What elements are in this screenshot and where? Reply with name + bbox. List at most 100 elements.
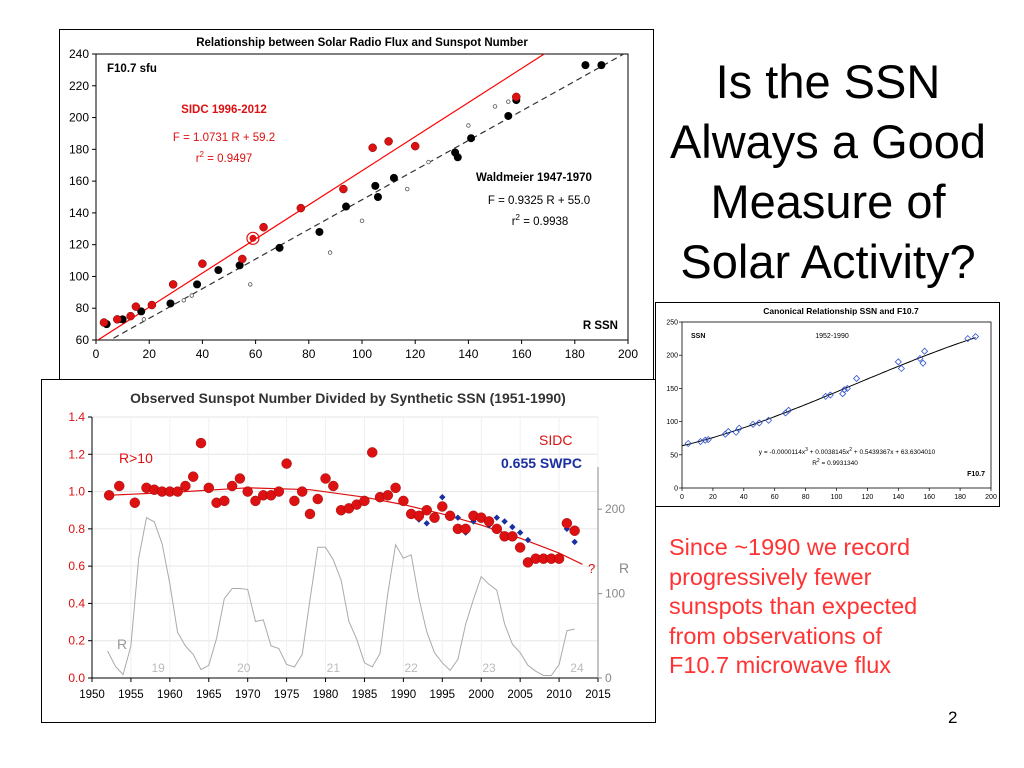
chart3-xtick-label: 40 bbox=[740, 494, 748, 501]
title-line: Always a Good bbox=[669, 115, 987, 168]
chart2-right-axis-label: R bbox=[619, 560, 629, 576]
slide-caption: Since ~1990 we record progressively fewe… bbox=[669, 533, 999, 681]
chart2-ytick-label: 0.0 bbox=[68, 671, 85, 685]
chart1-xtick-label: 20 bbox=[143, 347, 157, 361]
chart1-waldmeier-point bbox=[453, 153, 462, 162]
title-line: Is the SSN bbox=[715, 55, 941, 108]
chart1-waldmeier-point bbox=[342, 202, 351, 211]
flux-vs-ssn-chart: Relationship between Solar Radio Flux an… bbox=[59, 29, 654, 382]
chart1-sidc-r2: r2 = 0.9497 bbox=[196, 150, 253, 165]
chart1-waldmeier-point bbox=[137, 307, 146, 316]
chart3-ytick-label: 100 bbox=[666, 419, 678, 426]
ratio-chart: Observed Sunspot Number Divided by Synth… bbox=[41, 379, 656, 723]
chart2-sidc-point bbox=[226, 480, 238, 492]
canonical-chart: Canonical Relationship SSN and F10.7 0 50… bbox=[655, 302, 1000, 507]
chart1-waldmeier-point bbox=[193, 280, 202, 289]
chart3-xtick-label: 180 bbox=[954, 494, 966, 501]
chart1-sidc-fit-line bbox=[96, 54, 546, 340]
chart3-xtick-label: 80 bbox=[802, 494, 810, 501]
chart2-sidc-point bbox=[103, 490, 115, 501]
chart2-sidc-point bbox=[273, 486, 285, 497]
chart3-xtick-label: 100 bbox=[831, 494, 843, 501]
chart2-sidc-point bbox=[491, 523, 502, 535]
chart1-waldmeier-point bbox=[235, 261, 244, 270]
chart1-highlight-point bbox=[249, 234, 257, 242]
chart2-sidc-point bbox=[437, 501, 448, 512]
chart1-ytick-label: 120 bbox=[69, 238, 89, 252]
chart1-xtick-label: 140 bbox=[458, 347, 478, 361]
chart2-xtick-label: 1960 bbox=[157, 689, 183, 701]
chart2-sidc-point bbox=[312, 493, 323, 505]
chart2-ytick-label: 0.4 bbox=[68, 596, 85, 610]
chart1-plot-area bbox=[95, 53, 629, 341]
chart3-xlabel: F10.7 bbox=[967, 471, 985, 478]
chart3-point bbox=[749, 420, 757, 428]
chart1-ytick-label: 60 bbox=[76, 333, 90, 347]
chart2-cycle-label: 21 bbox=[327, 661, 341, 675]
chart3-ytick-label: 250 bbox=[666, 320, 678, 327]
chart3-point bbox=[724, 427, 732, 436]
chart2-question: ? bbox=[588, 561, 595, 576]
chart3-plot-area bbox=[681, 321, 992, 489]
title-line: Solar Activity? bbox=[680, 235, 976, 288]
chart1-small-point bbox=[248, 282, 253, 287]
chart1-ytick-label: 160 bbox=[69, 174, 89, 188]
chart2-sidc-point bbox=[195, 437, 207, 449]
chart1-sidc-point bbox=[512, 92, 521, 102]
chart3-xtick-label: 140 bbox=[892, 494, 904, 501]
chart1-title: Relationship between Solar Radio Flux an… bbox=[196, 37, 528, 49]
chart2-xtick-label: 1995 bbox=[430, 689, 456, 701]
chart1-small-point bbox=[189, 293, 194, 298]
chart3-ytick-label: 200 bbox=[666, 353, 678, 360]
chart1-small-point bbox=[506, 99, 511, 104]
chart2-ytick-label: 1.2 bbox=[68, 447, 85, 461]
chart2-sidc-point bbox=[172, 486, 183, 497]
chart2-sidc-point bbox=[367, 447, 378, 458]
chart1-sidc-point bbox=[259, 222, 268, 232]
chart1-sidc-point bbox=[168, 280, 178, 289]
chart1-ytick-label: 80 bbox=[76, 301, 90, 315]
chart2-sidc-point bbox=[421, 505, 432, 516]
chart3-xtick-label: 120 bbox=[862, 494, 874, 501]
chart2-cycle-label: 20 bbox=[237, 661, 251, 675]
chart2-swpc-point bbox=[524, 536, 532, 544]
chart1-xtick-label: 60 bbox=[249, 347, 263, 361]
chart3-ytick-label: 150 bbox=[666, 386, 678, 393]
chart3-period: 1952-1990 bbox=[815, 333, 849, 340]
chart1-sidc-point bbox=[339, 184, 348, 194]
chart1-sidc-point bbox=[198, 259, 207, 268]
chart1-sidc-label: SIDC 1996-2012 bbox=[181, 104, 267, 116]
chart2-xtick-label: 1990 bbox=[391, 689, 417, 701]
chart2-sidc-label: SIDC bbox=[539, 432, 572, 448]
chart1-sidc-point bbox=[368, 143, 377, 152]
caption-line: from observations of bbox=[669, 622, 882, 649]
caption-line: Since ~1990 we record bbox=[669, 534, 911, 560]
chart1-sidc-point bbox=[238, 254, 247, 264]
chart3-xtick-label: 60 bbox=[771, 494, 779, 501]
chart2-sidc-point bbox=[413, 510, 425, 522]
chart1-xtick-label: 40 bbox=[196, 347, 210, 361]
chart3-point bbox=[916, 354, 924, 363]
chart2-r-left: R bbox=[117, 636, 127, 652]
chart2-sidc-point bbox=[219, 495, 230, 507]
chart1-small-point bbox=[141, 317, 147, 322]
chart3-point bbox=[843, 384, 851, 392]
chart1-waldmeier-point bbox=[315, 227, 324, 236]
chart2-sidc-point bbox=[242, 486, 253, 497]
chart2-swpc-point bbox=[439, 493, 446, 501]
chart1-xtick-label: 120 bbox=[405, 347, 425, 361]
chart3-point bbox=[764, 416, 773, 424]
chart1-small-point bbox=[426, 159, 431, 165]
chart3-point bbox=[701, 436, 709, 444]
page-number: 2 bbox=[948, 708, 958, 727]
chart3-point bbox=[840, 386, 848, 394]
chart1-sidc-point bbox=[296, 203, 306, 213]
chart2-xtick-label: 1965 bbox=[196, 689, 222, 701]
title-line: Measure of bbox=[710, 175, 946, 228]
chart1-small-point bbox=[492, 104, 498, 109]
chart3-point bbox=[971, 333, 980, 341]
chart2-xtick-label: 1970 bbox=[235, 689, 261, 701]
chart2-cycle-label: 22 bbox=[404, 661, 418, 675]
chart1-ylabel: F10.7 sfu bbox=[107, 63, 157, 75]
caption-line: F10.7 microwave flux bbox=[669, 652, 892, 679]
